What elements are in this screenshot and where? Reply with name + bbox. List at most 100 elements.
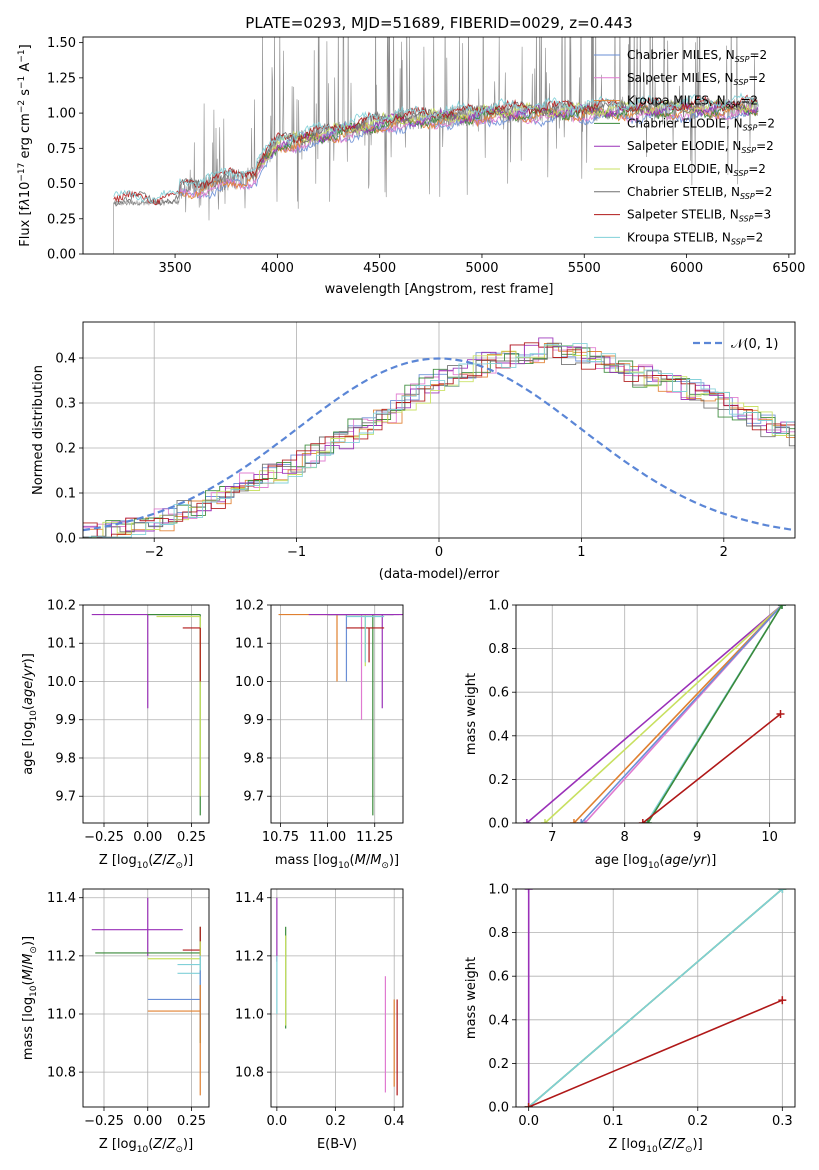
model-chabrier_stelib [113, 96, 759, 207]
marker-kroupa_miles [569, 819, 578, 823]
errorbar-chabrier_elodie [147, 613, 201, 816]
legend-entry: Salpeter MILES, NSSP=2 [594, 71, 766, 87]
normal-curve [83, 357, 795, 532]
line-chabrier_elodie [647, 605, 783, 823]
line-chabrier_miles [580, 605, 783, 823]
y-tick-label: 0.75 [47, 142, 76, 157]
legend-n: =3 [753, 208, 771, 222]
x-tick-label: 7 [548, 830, 556, 845]
line-kroupa_stelib [528, 889, 783, 1107]
y-tick-label: 0.2 [488, 1057, 509, 1072]
x-tick-label: 4500 [363, 261, 396, 276]
x-tick-label: 8 [621, 830, 629, 845]
x-tick-label: 5000 [465, 261, 498, 276]
errorbar-kroupa_miles [147, 984, 201, 1096]
hist-kroupa_stelib [88, 343, 795, 538]
y-tick-label: 10.1 [47, 637, 76, 652]
marker-salpeter_stelib [776, 710, 785, 718]
y-tick-label: 0.0 [55, 532, 76, 547]
axes-frame [515, 604, 796, 824]
legend-sub: SSP [739, 215, 754, 224]
y-tick-label: 0.4 [488, 1013, 509, 1028]
x-tick-label: 9 [693, 830, 701, 845]
line-kroupa_miles [573, 605, 783, 823]
errorbar-salpeter_stelib [182, 627, 201, 682]
y-tick-label: 0.2 [488, 773, 509, 788]
legend-n: =2 [740, 94, 758, 108]
legend-entry: Chabrier ELODIE, NSSP=2 [594, 116, 775, 132]
y-axis-label: mass weight [464, 957, 479, 1039]
y-tick-label: 10.8 [235, 1066, 264, 1081]
panel-mass_weight_vs_age: 7 8 9 10 0.0 0.2 0.4 0.6 0.8 1.0 age [log10(age/yr… [464, 599, 796, 871]
y-tick-label: 11.0 [47, 1007, 76, 1022]
errorbar-kroupa_stelib [177, 955, 201, 985]
axes-frame [82, 321, 796, 539]
x-tick-label: 0.1 [603, 1114, 624, 1129]
marker-kroupa_stelib [778, 889, 787, 893]
marker-salpeter_elodie [522, 819, 531, 823]
marker-chabrier_elodie [777, 605, 786, 609]
legend-sub: SSP [743, 123, 758, 132]
y-tick-label: 1.00 [47, 107, 76, 122]
legend: 𝒩(0, 1) [693, 337, 778, 352]
hist-salpeter_stelib [83, 342, 795, 538]
axes-frame [82, 36, 796, 255]
hist-kroupa_elodie [88, 344, 795, 538]
x-tick-label: 0.2 [325, 1114, 346, 1129]
plot-area [271, 889, 403, 1107]
x-tick-label: 3500 [159, 261, 192, 276]
x-axis-label: (data-model)/error [379, 567, 500, 582]
errorbar-kroupa_miles [278, 613, 385, 682]
legend-name: Chabrier ELODIE, N [627, 116, 743, 130]
chart-title: PLATE=0293, MJD=51689, FIBERID=0029, z=0… [245, 14, 632, 32]
axes-frame [82, 604, 210, 824]
y-tick-label: 0.8 [488, 926, 509, 941]
plot-area [113, 37, 759, 254]
legend-name: Kroupa MILES, N [627, 94, 726, 108]
y-tick-label: 1.0 [488, 599, 509, 614]
x-axis-label: E(B-V) [317, 1137, 357, 1152]
errorbar-salpeter_elodie [91, 897, 183, 956]
x-axis-label: Z [log10(Z/Z⊙)] [99, 1137, 193, 1155]
marker-salpeter_miles [580, 819, 589, 823]
x-tick-label: 0.2 [687, 1114, 708, 1129]
legend-name: Salpeter ELODIE, N [627, 139, 741, 153]
legend-label: Salpeter STELIB, NSSP=3 [627, 208, 771, 224]
x-tick-label: 6000 [670, 261, 703, 276]
plot-area [83, 322, 795, 538]
legend-entry: Chabrier STELIB, NSSP=2 [594, 185, 772, 201]
y-tick-label: 10.8 [47, 1066, 76, 1081]
line-kroupa_elodie [544, 605, 783, 823]
legend-label: Salpeter MILES, NSSP=2 [627, 71, 766, 87]
legend-entry: Salpeter ELODIE, NSSP=2 [594, 139, 774, 155]
x-tick-label: −1 [287, 545, 306, 560]
y-tick-label: 10.2 [47, 599, 76, 614]
y-axis-label: age [log10(age/yr)] [21, 653, 39, 775]
y-tick-label: 0.25 [47, 212, 76, 227]
x-tick-label: 0.25 [177, 830, 206, 845]
legend-n: =2 [749, 48, 767, 62]
y-tick-label: 11.0 [235, 1007, 264, 1022]
y-tick-label: 11.4 [47, 891, 76, 906]
y-tick-label: 9.9 [55, 713, 76, 728]
x-tick-label: 0.0 [518, 1114, 539, 1129]
marker-salpeter_stelib [524, 1103, 533, 1107]
legend-name: Chabrier STELIB, N [627, 185, 740, 199]
marker-salpeter_stelib [638, 819, 647, 823]
marker-salpeter_elodie [524, 889, 533, 893]
marker-chabrier_miles [577, 819, 586, 823]
y-tick-label: 0.4 [488, 729, 509, 744]
legend-name: Salpeter STELIB, N [627, 208, 739, 222]
legend-sub: SSP [735, 55, 750, 64]
y-axis-label: Flux [fλ10−17 erg cm−2 s−1 A−1] [17, 44, 33, 246]
y-tick-label: 1.25 [47, 71, 76, 86]
y-axis-label: mass [log10(M/M⊙)] [21, 936, 39, 1060]
y-tick-label: 0.4 [55, 352, 76, 367]
y-tick-label: 9.7 [243, 790, 264, 805]
line-salpeter_stelib [528, 999, 783, 1107]
y-tick-label: 0.0 [488, 817, 509, 832]
errorbar-kroupa_stelib [177, 955, 201, 985]
panel-age_vs_Z: −0.25 0.00 0.25 9.7 9.8 9.9 10.0 10.1 10.2 Z [log… [21, 599, 210, 871]
legend-entry: Salpeter STELIB, NSSP=3 [594, 208, 771, 224]
x-tick-label: 10 [761, 830, 778, 845]
